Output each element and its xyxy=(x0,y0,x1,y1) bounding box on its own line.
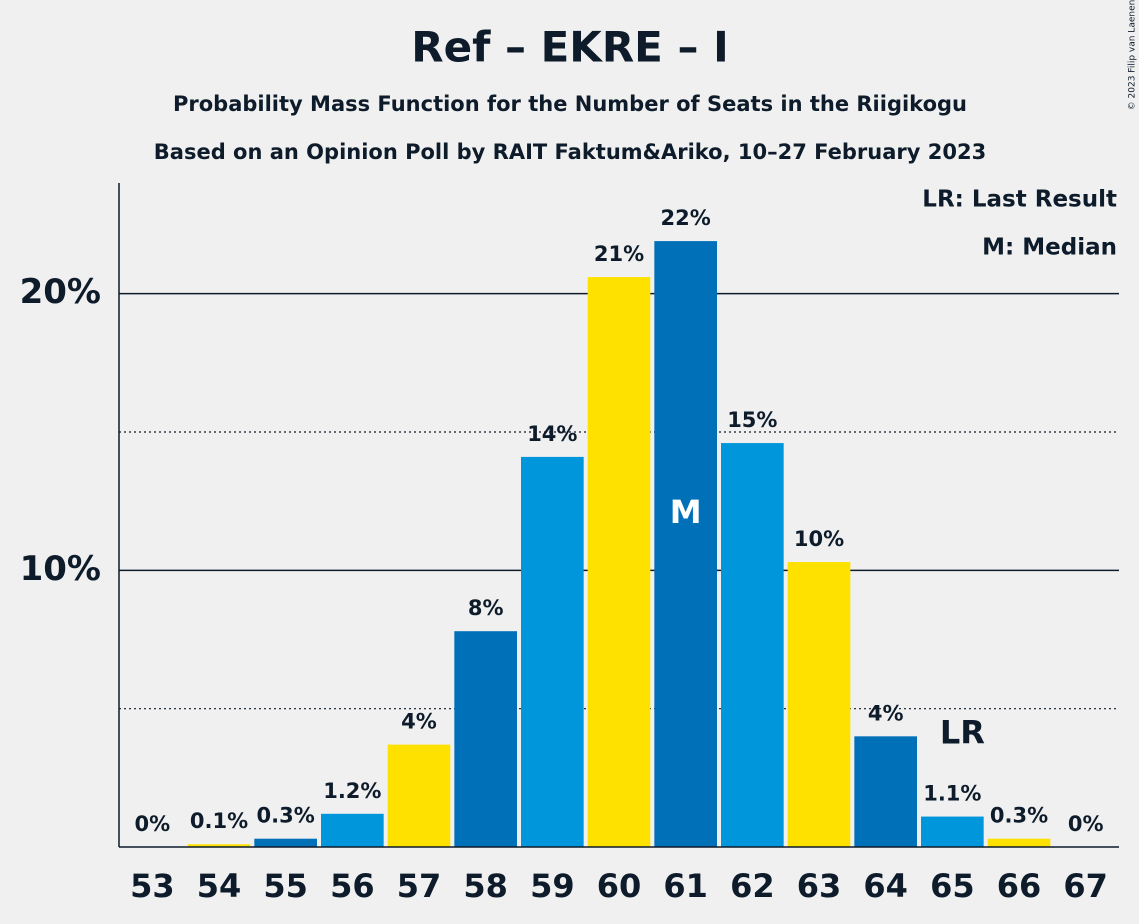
bar xyxy=(321,813,384,847)
legend-entry: M: Median xyxy=(982,235,1117,261)
value-label: 4% xyxy=(401,710,437,734)
x-tick-label: 59 xyxy=(530,867,575,905)
value-label: 0% xyxy=(135,812,171,836)
annotation: LR xyxy=(940,714,985,752)
bar xyxy=(454,631,517,847)
x-tick-label: 61 xyxy=(663,867,708,905)
y-tick-label: 20% xyxy=(20,272,101,312)
value-label: 0% xyxy=(1068,812,1104,836)
bar xyxy=(854,736,917,847)
chart-title: Ref – EKRE – I xyxy=(411,23,728,72)
bar xyxy=(787,562,851,847)
x-tick-label: 67 xyxy=(1063,867,1108,905)
x-tick-label: 65 xyxy=(930,867,975,905)
x-tick-label: 55 xyxy=(263,867,308,905)
x-tick-label: 62 xyxy=(730,867,775,905)
bar xyxy=(587,277,651,848)
bar xyxy=(921,816,984,847)
bar xyxy=(721,443,784,847)
bar xyxy=(187,844,251,847)
bar xyxy=(521,456,584,847)
value-label: 1.1% xyxy=(923,782,981,806)
annotation: M xyxy=(670,493,702,531)
bar xyxy=(387,744,451,847)
value-label: 0.3% xyxy=(257,804,315,828)
x-tick-label: 57 xyxy=(397,867,442,905)
value-label: 15% xyxy=(727,408,777,432)
x-tick-label: 53 xyxy=(130,867,175,905)
x-tick-label: 56 xyxy=(330,867,375,905)
x-tick-label: 54 xyxy=(197,867,242,905)
x-tick-label: 64 xyxy=(863,867,908,905)
value-label: 1.2% xyxy=(323,779,381,803)
bar xyxy=(654,241,717,848)
legend-entry: LR: Last Result xyxy=(922,187,1117,213)
value-label: 4% xyxy=(868,701,904,725)
x-tick-label: 58 xyxy=(463,867,508,905)
value-label: 14% xyxy=(527,422,577,446)
y-tick-label: 10% xyxy=(20,549,101,589)
chart-subtitle: Based on an Opinion Poll by RAIT Faktum&… xyxy=(154,140,986,164)
bar xyxy=(987,838,1051,847)
value-label: 8% xyxy=(468,596,504,620)
value-label: 21% xyxy=(594,242,644,266)
value-label: 0.1% xyxy=(190,809,248,833)
value-label: 10% xyxy=(794,527,844,551)
chart-subtitle: Probability Mass Function for the Number… xyxy=(173,92,967,116)
bar xyxy=(254,838,317,847)
x-tick-label: 60 xyxy=(597,867,642,905)
x-tick-label: 63 xyxy=(797,867,842,905)
copyright: © 2023 Filip van Laenen xyxy=(1128,0,1138,110)
value-label: 22% xyxy=(661,206,711,230)
x-tick-label: 66 xyxy=(997,867,1042,905)
value-label: 0.3% xyxy=(990,804,1048,828)
